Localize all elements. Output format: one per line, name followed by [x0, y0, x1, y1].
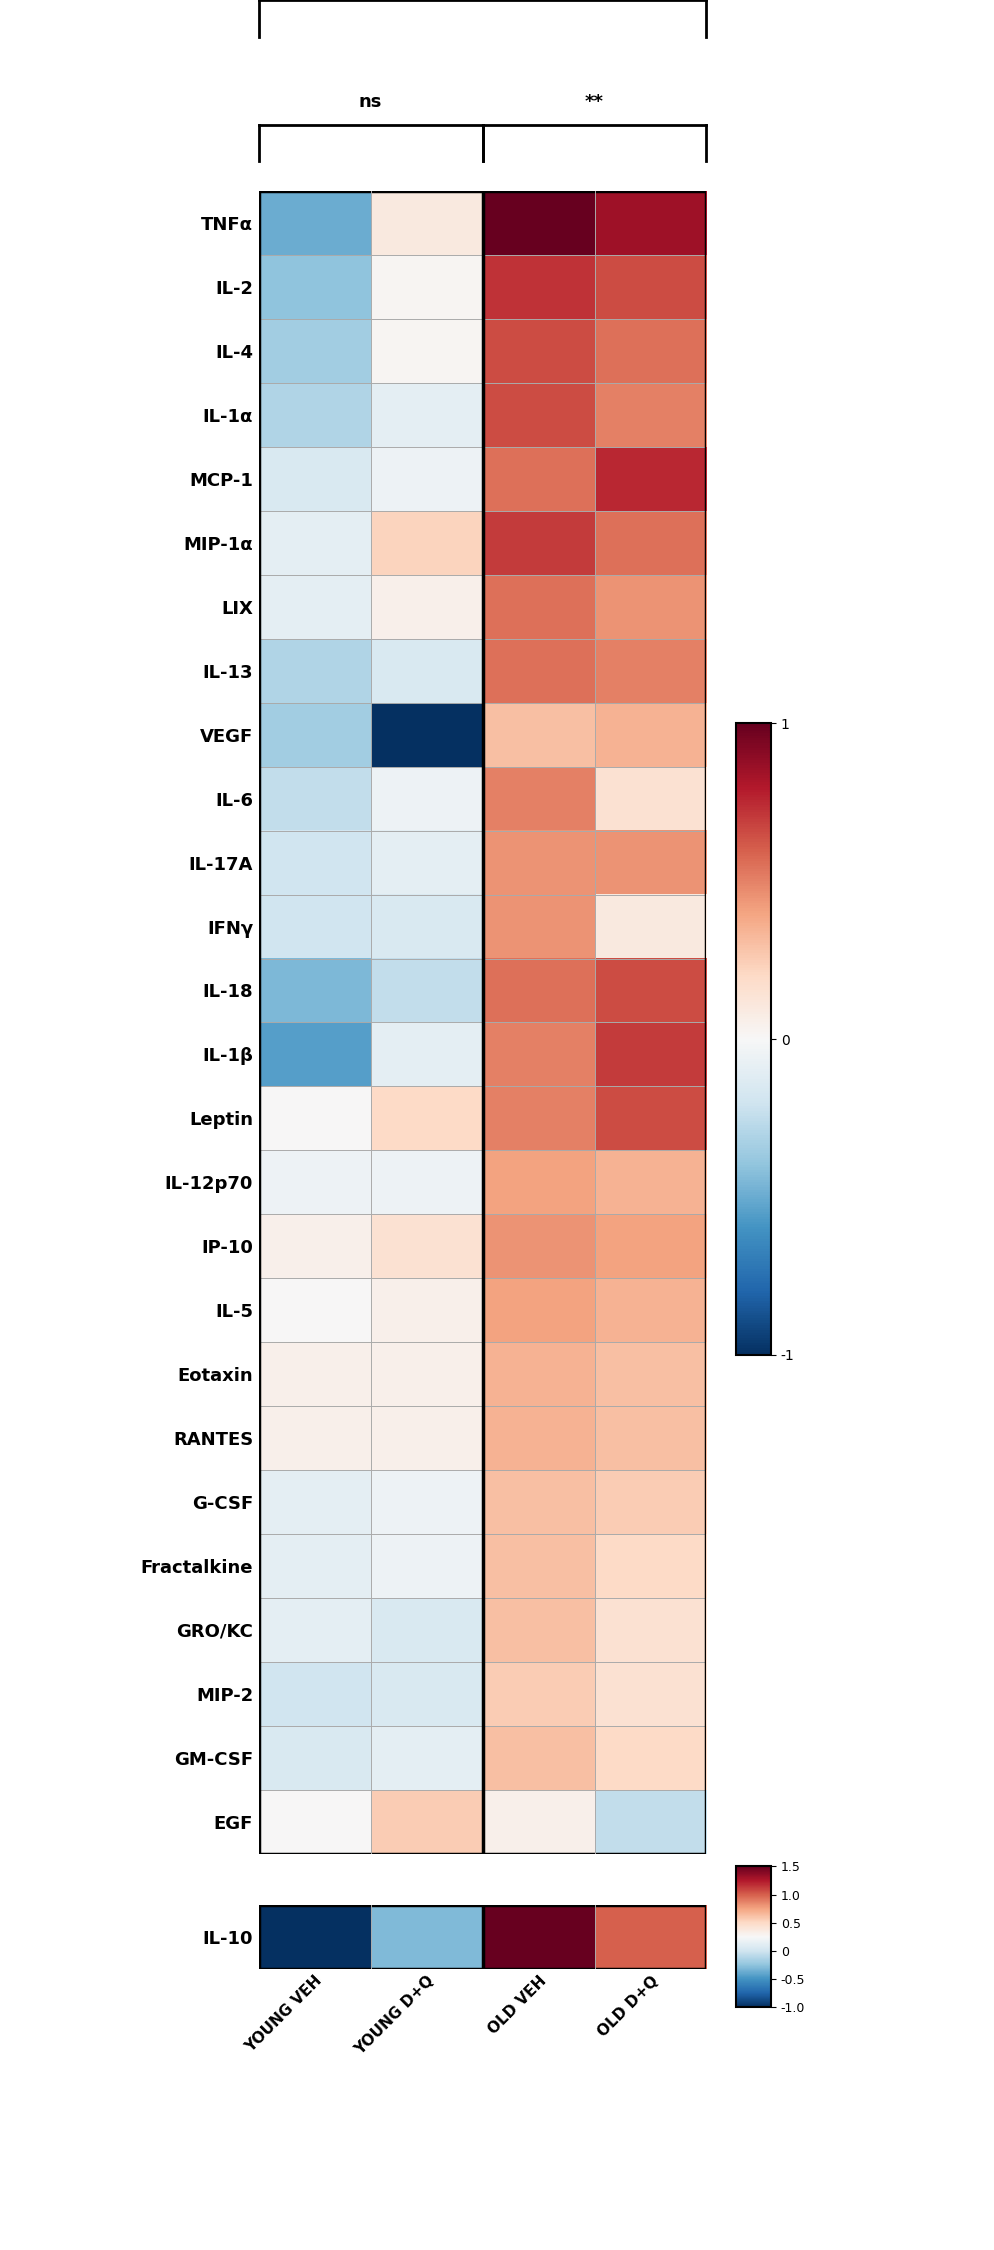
Text: ns: ns: [359, 94, 382, 112]
Text: **: **: [584, 94, 603, 112]
